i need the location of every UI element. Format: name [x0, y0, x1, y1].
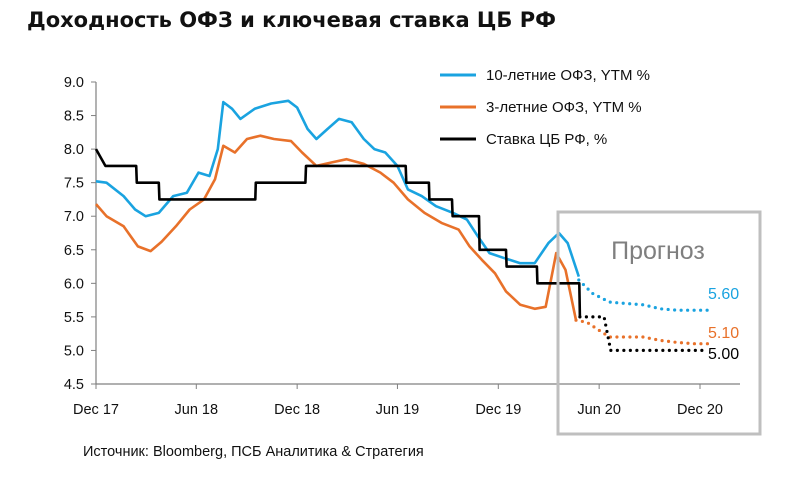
y-tick-label: 4.5: [64, 377, 84, 393]
legend-label: Ставка ЦБ РФ, %: [486, 131, 607, 148]
x-tick-label: Dec 17: [73, 402, 119, 418]
x-tick-label: Dec 20: [677, 402, 723, 418]
series-end-label: 5.00: [708, 346, 739, 363]
y-tick-label: 8.5: [64, 109, 84, 125]
y-tick-label: 6.0: [64, 276, 84, 292]
x-tick-label: Dec 18: [274, 402, 320, 418]
y-tick-label: 5.5: [64, 310, 84, 326]
y-tick-label: 6.5: [64, 243, 84, 259]
legend-label: 3-летние ОФЗ, YTM %: [486, 99, 642, 116]
series-line-4: [94, 148, 582, 317]
series-line-2: [95, 134, 578, 321]
series-end-label: 5.10: [708, 325, 739, 342]
source-note: Источник: Bloomberg, ПСБ Аналитика & Стр…: [83, 444, 424, 460]
y-tick-label: 8.0: [64, 142, 84, 158]
x-tick-label: Jun 20: [577, 402, 621, 418]
legend-label: 10-летние ОФЗ, YTM %: [486, 67, 650, 84]
series-line-0: [95, 99, 581, 278]
series-line-1-forecast: [577, 278, 710, 312]
y-tick-label: 7.5: [64, 176, 84, 192]
y-tick-label: 9.0: [64, 75, 84, 91]
x-tick-label: Jun 19: [376, 402, 420, 418]
x-tick-label: Dec 19: [475, 402, 521, 418]
series-line-5-forecast: [578, 315, 710, 352]
forecast-box: [556, 210, 762, 436]
chart-axes: 9.0 8.5 8.0 7.5 7.0 6.5 6.0 5.5 5.0 4.5 Dec 17 Jun …: [64, 75, 740, 418]
end-labels: 5.60 5.10 5.00: [708, 286, 739, 363]
y-tick-label: 5.0: [64, 343, 84, 359]
series-line-3-forecast: [574, 318, 710, 346]
y-tick-label: 7.0: [64, 209, 84, 225]
series-end-label: 5.60: [708, 286, 739, 303]
forecast-label: Прогноз: [611, 237, 705, 265]
x-tick-label: Jun 18: [175, 402, 219, 418]
legend: 10-летние ОФЗ, YTM % 3-летние ОФЗ, YTM % С…: [440, 67, 650, 148]
series-layer: [94, 99, 710, 352]
chart-title: Доходность ОФЗ и ключевая ставка ЦБ РФ: [27, 8, 556, 32]
